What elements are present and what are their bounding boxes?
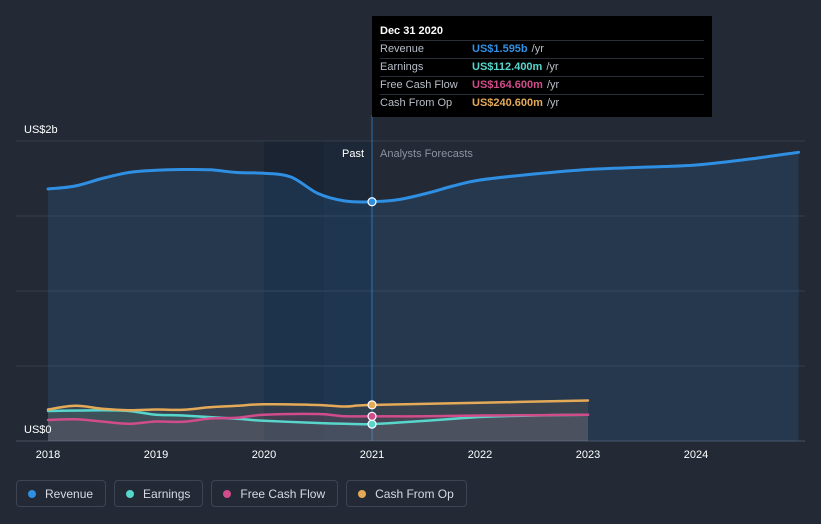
tooltip-series-value: US$240.600m	[472, 97, 543, 109]
tooltip-series-name: Earnings	[380, 61, 424, 73]
legend-item-revenue[interactable]: Revenue	[16, 480, 107, 507]
forecast-region-label: Analysts Forecasts	[380, 148, 473, 160]
legend-label: Cash From Op	[375, 486, 454, 501]
tooltip-row: Revenue US$1.595b/yr	[380, 40, 704, 58]
legend-label: Free Cash Flow	[240, 486, 326, 501]
tooltip-row: Free Cash Flow US$164.600m/yr	[380, 76, 704, 94]
tooltip-series-unit: /yr	[531, 43, 544, 55]
tooltip-series-unit: /yr	[546, 97, 560, 109]
tooltip-series-value: US$1.595b	[472, 43, 528, 55]
x-tick-label: 2018	[36, 449, 60, 461]
legend-dot-icon	[28, 489, 36, 498]
free-cash-flow-area	[48, 413, 588, 441]
revenue-area	[48, 152, 799, 442]
free-cash-flow-line	[46, 412, 590, 426]
legend-dot-icon	[223, 489, 232, 498]
x-tick-label: 2021	[360, 449, 384, 461]
free-cash-flow-highlight-point	[367, 411, 377, 421]
tooltip-date: Dec 31 2020	[380, 25, 443, 37]
legend-label: Earnings	[143, 486, 191, 501]
x-tick-label: 2024	[684, 449, 708, 461]
cash-from-op-highlight-point	[367, 400, 377, 410]
x-tick-label: 2019	[144, 449, 168, 461]
y-axis-bottom-label: US$0	[24, 424, 52, 436]
legend-item-free-cash-flow[interactable]: Free Cash Flow	[211, 480, 339, 507]
past-region-label: Past	[342, 148, 364, 160]
cash-from-op-line	[46, 399, 590, 412]
tooltip-series-value: US$112.400m	[472, 61, 543, 73]
tooltip-row: Earnings US$112.400m/yr	[380, 58, 704, 76]
tooltip-series-name: Cash From Op	[380, 97, 453, 109]
tooltip-series-unit: /yr	[546, 79, 560, 91]
chart-plot: US$2b US$0 Past Analysts Forecasts 2018 2…	[16, 115, 805, 461]
x-tick-label: 2023	[576, 449, 600, 461]
chart-legend: Revenue Earnings Free Cash Flow Cash From O…	[16, 480, 467, 507]
tooltip-row: Cash From Op US$240.600m/yr	[380, 94, 704, 112]
tooltip-series-name: Revenue	[380, 43, 425, 55]
y-axis-top-label: US$2b	[24, 124, 58, 136]
legend-dot-icon	[358, 489, 367, 498]
legend-label: Revenue	[45, 486, 94, 501]
earnings-highlight-point	[367, 419, 377, 429]
legend-item-cash-from-op[interactable]: Cash From Op	[346, 480, 467, 507]
revenue-line	[46, 150, 801, 204]
earnings-area	[48, 410, 588, 441]
x-tick-label: 2020	[252, 449, 276, 461]
x-tick-label: 2022	[468, 449, 492, 461]
tooltip-series-name: Free Cash Flow	[380, 79, 458, 91]
tooltip-series-unit: /yr	[546, 61, 559, 73]
tooltip-series-value: US$164.600m	[472, 79, 543, 91]
data-tooltip: Dec 31 2020 Revenue US$1.595b/yr Earnings U…	[372, 16, 712, 117]
revenue-highlight-point	[367, 197, 377, 207]
legend-dot-icon	[126, 489, 135, 498]
legend-item-earnings[interactable]: Earnings	[114, 480, 204, 507]
